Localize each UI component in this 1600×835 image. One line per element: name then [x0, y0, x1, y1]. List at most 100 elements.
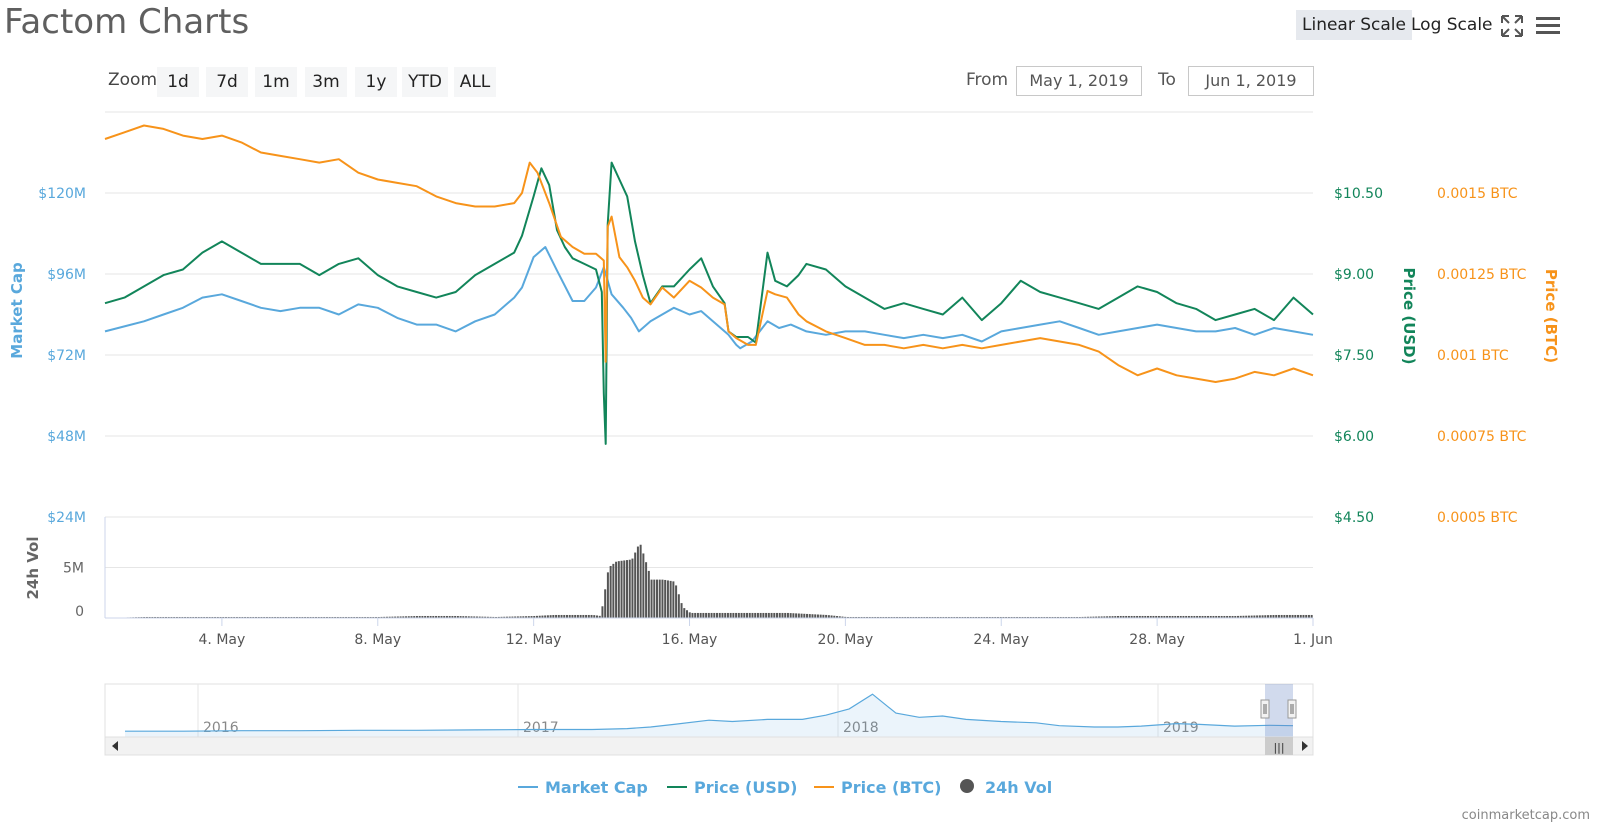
credit-link[interactable]: coinmarketcap.com: [1461, 808, 1590, 823]
volume-bar: [342, 616, 345, 618]
volume-bar: [1280, 614, 1283, 618]
volume-bar: [1182, 615, 1185, 618]
volume-bar: [1103, 616, 1106, 618]
volume-bar: [773, 612, 776, 618]
volume-bar: [800, 613, 803, 618]
volume-bar: [645, 562, 648, 618]
to-date-input[interactable]: Jun 1, 2019: [1188, 66, 1314, 96]
volume-bar: [874, 616, 877, 618]
volume-bar: [721, 612, 724, 618]
volume-bar: [876, 616, 879, 618]
navigator-tick-label: 2017: [523, 720, 559, 736]
volume-bar: [563, 614, 566, 618]
volume-bar: [309, 616, 312, 618]
volume-bar: [1217, 615, 1220, 618]
volume-bar: [590, 614, 593, 618]
volume-bar: [1125, 615, 1128, 618]
volume-bar: [658, 579, 661, 618]
from-date-input[interactable]: May 1, 2019: [1016, 66, 1142, 96]
volume-bar: [756, 612, 759, 618]
volume-bar: [1081, 616, 1084, 618]
zoom-1m-button[interactable]: 1m: [255, 67, 297, 97]
x-tick-label: 12. May: [506, 632, 562, 648]
volume-bar: [986, 616, 989, 618]
volume-bar: [1269, 615, 1272, 618]
volume-bar: [677, 594, 680, 618]
volume-bar: [931, 616, 934, 618]
volume-bar: [489, 616, 492, 618]
fullscreen-icon[interactable]: [1498, 12, 1526, 40]
volume-bar: [620, 560, 623, 618]
volume-bar: [1171, 615, 1174, 618]
volume-bar: [265, 616, 268, 618]
volume-bar: [585, 614, 588, 618]
volume-bar: [912, 616, 915, 618]
zoom-3m-button[interactable]: 3m: [305, 67, 347, 97]
scrollbar-thumb: [1265, 737, 1293, 755]
volume-bar: [623, 560, 626, 618]
volume-bar: [432, 615, 435, 618]
volume-bar: [863, 616, 866, 618]
volume-bar: [410, 616, 413, 618]
volume-bar: [377, 616, 380, 618]
volume-bar: [631, 558, 634, 618]
volume-bar: [505, 616, 508, 618]
volume-bar: [244, 616, 247, 618]
zoom-all-button[interactable]: ALL: [454, 67, 496, 97]
volume-bar: [855, 616, 858, 618]
zoom-1y-button[interactable]: 1y: [355, 67, 397, 97]
log-scale-button[interactable]: Log Scale: [1411, 15, 1493, 35]
volume-bar: [440, 615, 443, 618]
volume-bar: [996, 616, 999, 618]
volume-bar: [961, 616, 964, 618]
volume-bar: [225, 616, 228, 618]
market-cap-tick-label: $24M: [47, 510, 86, 526]
volume-bar: [1256, 615, 1259, 618]
volume-bar: [740, 612, 743, 618]
volume-bar: [1272, 615, 1275, 618]
menu-icon[interactable]: [1534, 12, 1562, 40]
volume-bar: [519, 616, 522, 618]
volume-bar: [617, 561, 620, 618]
volume-bar: [282, 616, 285, 618]
linear-scale-button[interactable]: Linear Scale: [1296, 10, 1412, 40]
volume-bar: [838, 616, 841, 618]
volume-bar: [298, 616, 301, 618]
volume-bar: [1067, 616, 1070, 618]
zoom-1d-button[interactable]: 1d: [157, 67, 199, 97]
volume-bar: [1136, 615, 1139, 618]
volume-bar: [836, 616, 839, 618]
x-tick-label: 20. May: [818, 632, 874, 648]
volume-bar: [1016, 616, 1019, 618]
volume-bar: [904, 616, 907, 618]
zoom-7d-button[interactable]: 7d: [206, 67, 248, 97]
volume-bar: [1157, 615, 1160, 618]
zoom-ytd-button[interactable]: YTD: [402, 67, 448, 97]
volume-bar: [323, 616, 326, 618]
volume-bar: [353, 616, 356, 618]
volume-bar: [279, 616, 282, 618]
volume-bar: [456, 616, 459, 618]
volume-bar: [1223, 615, 1226, 618]
volume-bar: [1277, 614, 1280, 618]
volume-bar: [1035, 616, 1038, 618]
volume-bar: [743, 612, 746, 618]
volume-bar: [1258, 615, 1261, 618]
volume-bar: [868, 616, 871, 618]
volume-bar: [759, 612, 762, 618]
volume-bar: [1237, 615, 1240, 618]
volume-bar: [1097, 616, 1100, 618]
volume-bar: [1160, 615, 1163, 618]
price-usd-tick-label: $7.50: [1334, 348, 1374, 364]
navigator-handle: [1287, 699, 1297, 719]
volume-bar: [162, 616, 165, 618]
volume-bar: [565, 614, 568, 618]
volume-bar: [407, 616, 410, 618]
volume-bar: [205, 616, 208, 618]
volume-bar: [939, 616, 942, 618]
volume-bar: [890, 616, 893, 618]
volume-bar: [394, 616, 397, 618]
price-btc-tick-label: 0.00075 BTC: [1437, 429, 1527, 445]
volume-bar: [1021, 616, 1024, 618]
volume-bar: [470, 616, 473, 618]
